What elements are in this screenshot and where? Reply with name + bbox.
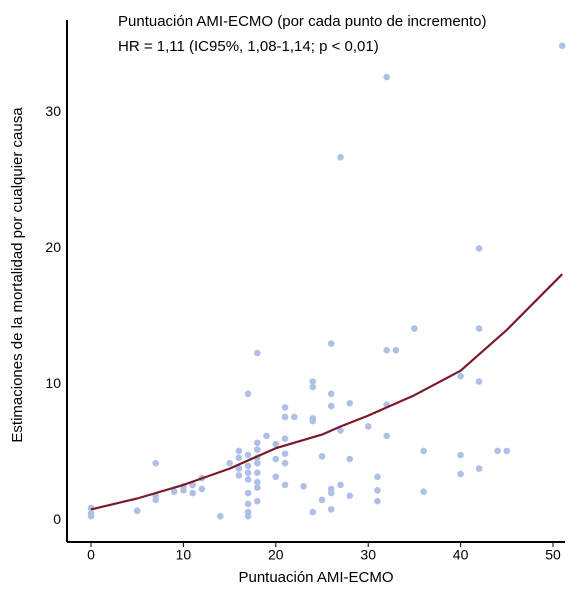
point bbox=[475, 325, 483, 332]
point bbox=[374, 473, 381, 481]
point bbox=[254, 446, 261, 453]
point bbox=[254, 484, 261, 491]
chart-subtitle: HR = 1,11 (IC95%, 1,08-1,14; p < 0,01) bbox=[118, 38, 379, 55]
point bbox=[309, 378, 317, 385]
point bbox=[494, 447, 501, 455]
point bbox=[244, 469, 252, 476]
point bbox=[217, 512, 224, 520]
x-tick-label: 50 bbox=[545, 547, 561, 563]
point bbox=[309, 383, 317, 391]
y-tick-label: 20 bbox=[45, 239, 61, 255]
point bbox=[272, 473, 280, 481]
point bbox=[272, 440, 280, 448]
point bbox=[337, 481, 344, 489]
point bbox=[254, 497, 261, 505]
y-tick-label: 0 bbox=[53, 511, 61, 527]
chart-title: Puntuación AMI-ECMO (por cada punto de i… bbox=[118, 13, 487, 30]
point bbox=[327, 402, 335, 410]
point bbox=[374, 487, 381, 494]
point bbox=[244, 390, 252, 398]
x-tick-label: 40 bbox=[453, 547, 469, 563]
y-tick-label: 30 bbox=[45, 103, 61, 119]
point bbox=[254, 349, 261, 357]
point bbox=[254, 459, 261, 467]
x-axis-label: Puntuación AMI-ECMO bbox=[238, 569, 393, 586]
point bbox=[244, 489, 252, 497]
point bbox=[337, 427, 344, 434]
point bbox=[235, 454, 243, 462]
point bbox=[254, 469, 261, 476]
x-tick-label: 20 bbox=[268, 547, 284, 563]
point bbox=[457, 451, 464, 459]
x-tick-label: 10 bbox=[176, 547, 192, 563]
point bbox=[244, 476, 252, 483]
point bbox=[364, 423, 372, 430]
point bbox=[226, 459, 233, 467]
y-axis-label: Estimaciones de la mortalidad por cualqu… bbox=[9, 107, 26, 443]
point bbox=[254, 439, 261, 447]
point bbox=[457, 372, 464, 380]
point bbox=[318, 453, 326, 460]
point bbox=[235, 465, 243, 472]
point bbox=[152, 459, 159, 467]
point bbox=[281, 481, 289, 489]
point bbox=[189, 489, 196, 497]
point bbox=[420, 488, 427, 496]
point bbox=[558, 42, 566, 50]
point bbox=[309, 508, 317, 516]
point bbox=[457, 470, 464, 478]
point bbox=[327, 340, 335, 347]
point bbox=[420, 447, 427, 455]
point bbox=[475, 378, 483, 385]
point bbox=[300, 482, 307, 490]
point bbox=[244, 462, 252, 470]
fit-line bbox=[90, 273, 563, 511]
point bbox=[244, 500, 252, 508]
point bbox=[244, 451, 252, 459]
point bbox=[180, 487, 187, 494]
point bbox=[290, 413, 298, 421]
point bbox=[475, 245, 483, 252]
x-tick-label: 30 bbox=[360, 547, 376, 563]
point bbox=[411, 325, 418, 332]
point bbox=[254, 478, 261, 486]
point bbox=[281, 413, 289, 421]
y-tick-label: 10 bbox=[45, 375, 61, 391]
point bbox=[198, 485, 206, 493]
point bbox=[309, 417, 317, 425]
point bbox=[383, 347, 390, 354]
point bbox=[272, 455, 280, 463]
point bbox=[346, 492, 354, 500]
point bbox=[346, 455, 354, 463]
point bbox=[327, 489, 335, 497]
point bbox=[170, 488, 178, 496]
point bbox=[244, 512, 252, 520]
point bbox=[374, 497, 381, 505]
point bbox=[337, 153, 344, 161]
point bbox=[281, 404, 289, 411]
point bbox=[281, 459, 289, 467]
point bbox=[263, 432, 270, 440]
point bbox=[235, 472, 243, 479]
point bbox=[235, 447, 243, 455]
x-tick-label: 0 bbox=[87, 547, 95, 563]
point bbox=[281, 450, 289, 457]
point bbox=[87, 512, 95, 520]
point bbox=[346, 400, 354, 407]
point bbox=[392, 347, 400, 354]
point bbox=[383, 73, 390, 81]
point bbox=[133, 507, 141, 515]
point bbox=[383, 432, 390, 440]
point bbox=[503, 447, 511, 455]
point bbox=[327, 506, 335, 513]
point bbox=[281, 435, 289, 442]
point bbox=[318, 496, 326, 504]
point bbox=[475, 465, 483, 472]
point bbox=[327, 390, 335, 398]
